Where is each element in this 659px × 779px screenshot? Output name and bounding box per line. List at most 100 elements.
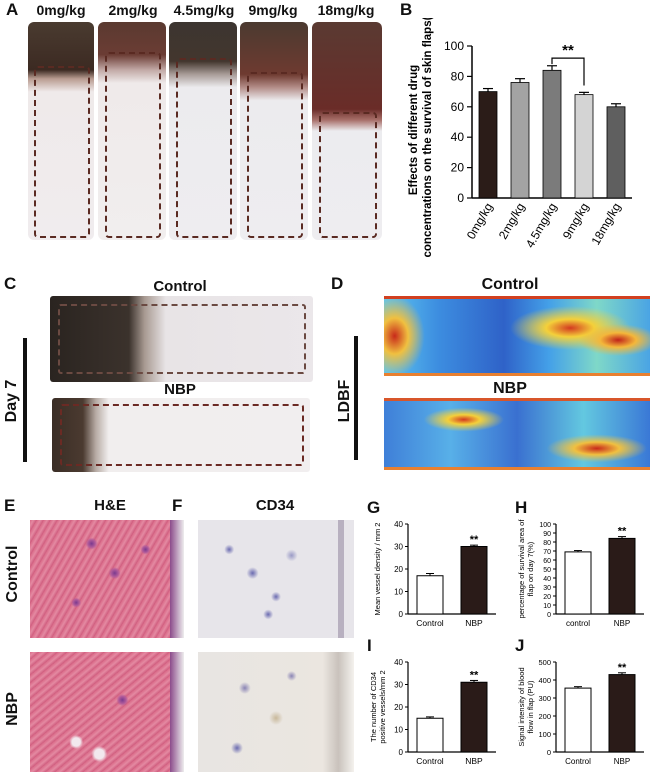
i-bar [416,717,444,753]
g-bar [460,546,488,615]
h-ytick-label: 100 [539,522,551,529]
j-ytick-label: 400 [538,676,551,685]
flap-photo-9mg [240,22,308,240]
h-bar [564,551,592,615]
b-ytick-label: 80 [451,69,465,83]
b-bar [574,94,594,199]
b-category-label: 0mg/kg [464,201,496,242]
i-ytick-label: 40 [394,658,403,667]
i-significance-label: ** [470,669,479,681]
g-ytick-label: 0 [399,610,404,619]
h-ytick-label: 60 [543,558,551,565]
panel-label-b: B [400,0,413,19]
g-ytick-label: 10 [394,588,403,597]
he-image-control [30,520,184,638]
c-side-label: Day 7 [3,379,20,423]
flap-photo-control-day7 [50,296,313,382]
i-ytick-label: 10 [394,726,403,735]
panel-label-j: J [515,636,525,655]
j-ytick-label: 500 [538,658,551,667]
i-category-label: NBP [465,756,483,766]
b-bar [510,82,530,199]
panel-label-d: D [331,274,344,293]
d-side-bar [354,336,358,460]
cd34-image-control [198,520,354,638]
h-ytick-label: 30 [543,585,551,592]
b-significance-label: ** [562,42,574,59]
h-ytick-label: 90 [543,531,551,538]
b-category-label: 4.5mg/kg [523,201,560,251]
panel-label-a: A [6,0,19,19]
b-bar [478,91,498,199]
panel-label-g: G [367,498,381,517]
flap-photo-2mg [98,22,166,240]
dose-label-2: 2mg/kg [108,2,158,18]
dose-label-0: 0mg/kg [36,2,86,18]
j-bar [608,674,636,753]
panel-label-f: F [172,496,183,515]
b-ytick-label: 20 [451,161,465,175]
he-row-label-control: Control [4,545,21,603]
b-significance-bracket [551,57,585,86]
b-category-label: 9mg/kg [560,201,592,242]
h-category-label: NBP [614,619,630,628]
b-ylabel: Effects of different drug concentrations … [408,18,434,257]
ldbf-image-nbp [384,398,650,470]
g-ytick-label: 30 [394,543,403,552]
i-ylabel: The number of CD34positive vessels/mm 2 [369,670,387,743]
b-bar [606,106,626,199]
b-category-label: 2mg/kg [496,201,528,242]
i-ytick-label: 20 [394,703,403,712]
b-bar [542,69,562,199]
b-ytick-label: 0 [457,191,464,205]
dose-label-9: 9mg/kg [248,2,298,18]
dose-label-18: 18mg/kg [317,2,375,18]
h-bar [608,537,636,615]
he-title: H&E [94,497,126,514]
c-control-title: Control [153,278,207,295]
flap-photo-4-5mg [169,22,237,240]
flap-photo-18mg [312,22,382,240]
b-ytick-label: 100 [444,39,464,53]
flap-photo-0mg [28,22,94,240]
g-category-label: NBP [465,618,483,628]
ldbf-image-control [384,296,650,376]
h-category-label: control [566,619,590,628]
j-significance-label: ** [618,662,627,674]
b-category-label: 18mg/kg [588,201,623,248]
d-nbp-title: NBP [493,380,527,397]
j-category-label: Control [565,757,591,766]
i-ytick-label: 0 [399,748,404,757]
chart-g: 0 10 20 30 40 Control NBP ** Mean vessel density… [373,520,496,628]
j-bar [564,687,592,753]
h-significance-label: ** [618,526,627,538]
j-ytick-label: 200 [538,712,551,721]
panel-label-e: E [4,496,16,515]
c-side-bar [23,338,27,462]
h-ytick-label: 10 [543,603,551,610]
j-ylabel: Signal intensity of bloodflow in flap (P… [517,667,535,746]
panel-label-i: I [367,636,372,655]
g-significance-label: ** [470,534,479,546]
cd34-image-nbp [198,652,354,772]
panel-label-h: H [515,498,528,517]
h-ytick-label: 40 [543,576,551,583]
d-control-title: Control [481,276,539,293]
b-ytick-label: 40 [451,130,465,144]
g-bar [416,575,444,615]
flap-photo-nbp-day7 [52,398,310,472]
h-ytick-label: 0 [547,612,551,619]
c-nbp-title: NBP [164,381,196,398]
g-ytick-label: 40 [394,520,403,529]
chart-h: 0 10 20 30 40 50 60 70 80 90 100 control NBP ** percen… [517,519,644,628]
i-bar [460,681,488,753]
chart-j: 0 100 200 300 400 500 Control NBP ** Signal inten… [517,658,644,766]
d-side-label: LDBF [336,379,353,423]
he-row-label-nbp: NBP [4,692,21,726]
g-ytick-label: 20 [394,565,403,574]
h-ytick-label: 50 [543,567,551,574]
chart-b: 0 20 40 60 80 100 0mg/kg 2mg/kg4.5mg/kg 9mg/kg18… [408,18,632,257]
h-ytick-label: 80 [543,540,551,547]
g-category-label: Control [416,618,444,628]
j-ytick-label: 100 [538,730,551,739]
